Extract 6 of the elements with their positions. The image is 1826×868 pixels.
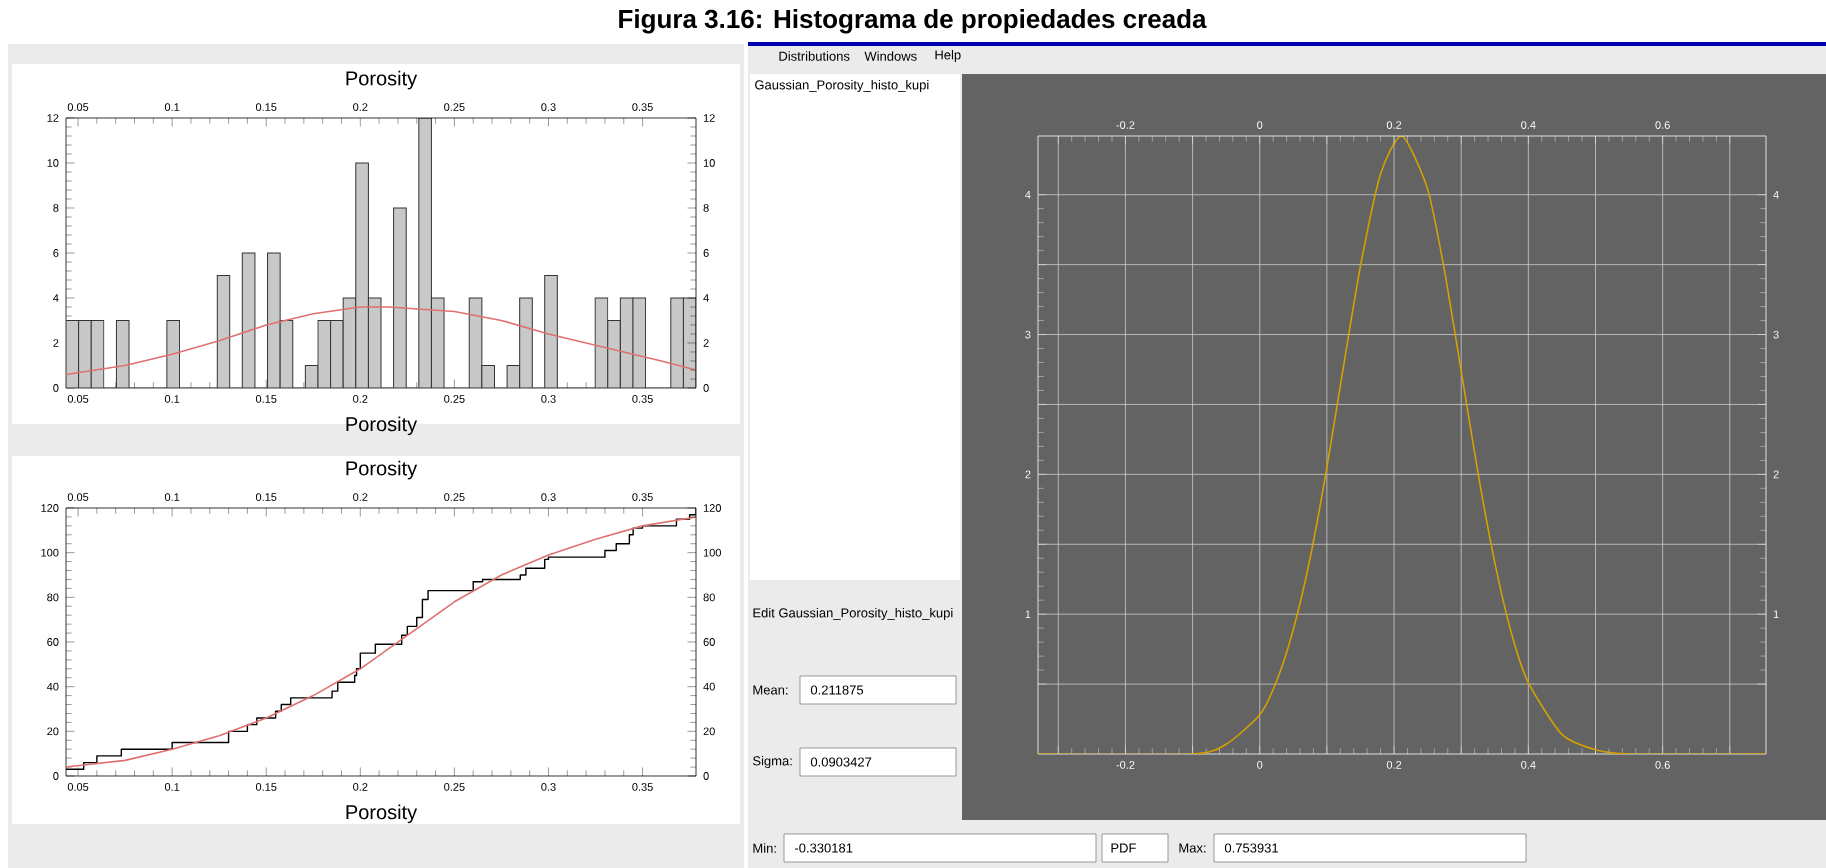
text: Figura 3.16: Histograma de propiedades creada (619, 9, 1207, 34)
x2-axis-title: Porosity (346, 460, 418, 480)
x-axis-title: Porosity (346, 416, 418, 436)
x2-axis-title: Porosity (346, 70, 418, 90)
x-axis-title: Porosity (346, 804, 418, 824)
line-series (1038, 135, 1767, 754)
